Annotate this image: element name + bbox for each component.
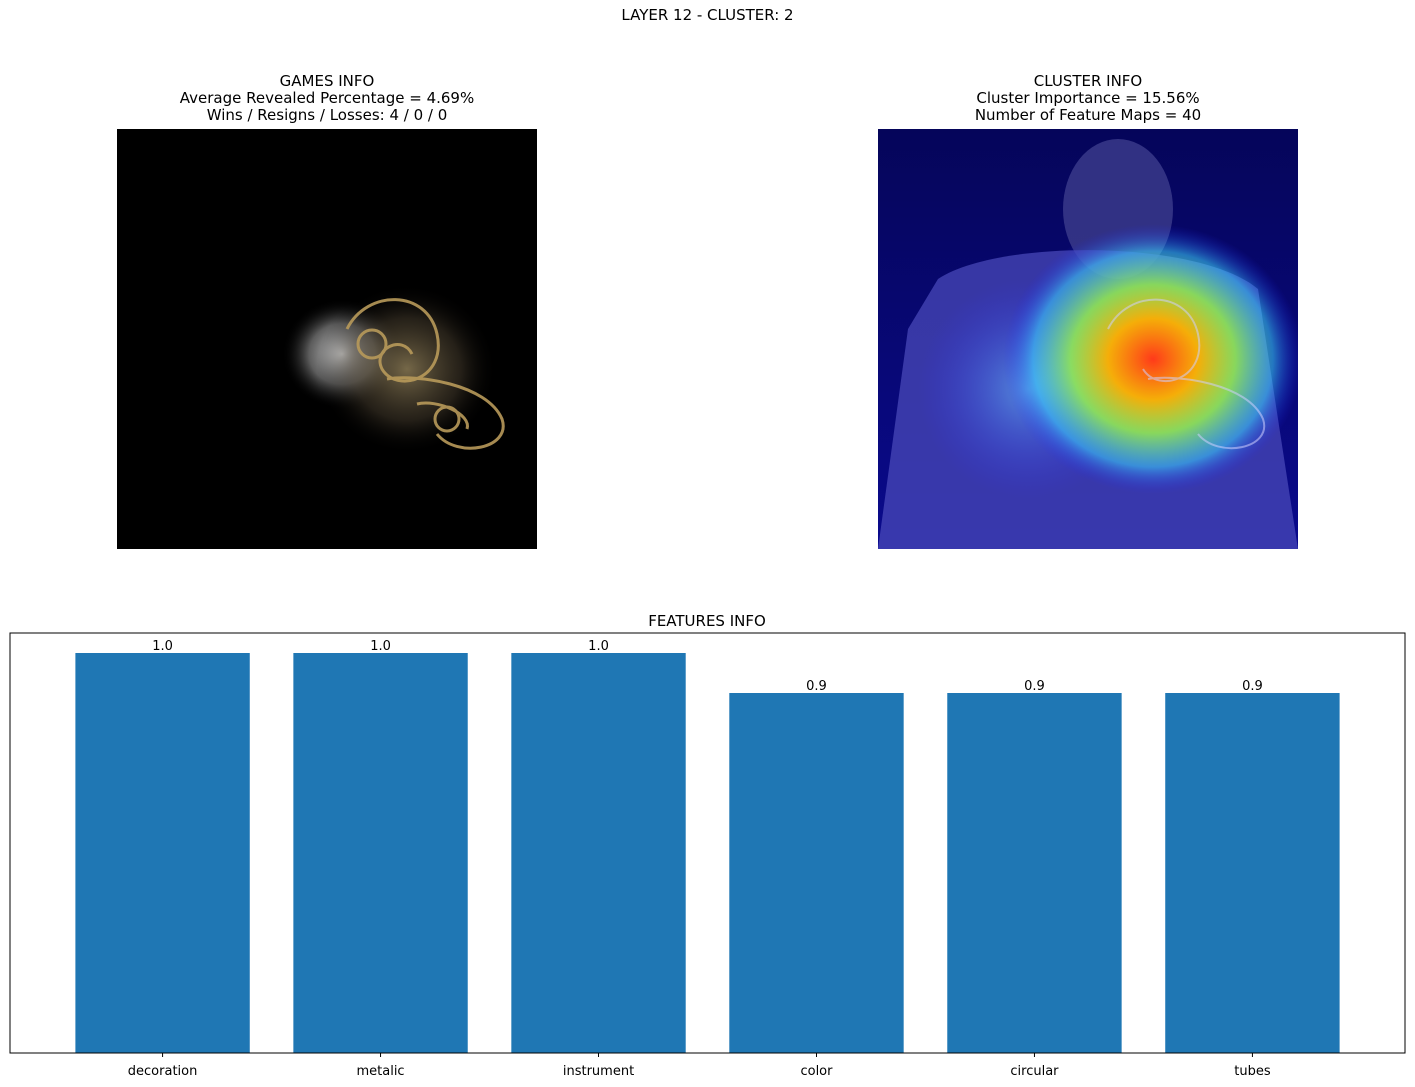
games-info-record: Wins / Resigns / Losses: 4 / 0 / 0 xyxy=(206,106,448,124)
bar-value-label: 1.0 xyxy=(152,639,173,654)
cluster-info-title: CLUSTER INFO xyxy=(1033,72,1143,90)
x-tick-label: decoration xyxy=(128,1064,198,1079)
cluster-info-importance: Cluster Importance = 15.56% xyxy=(976,89,1200,107)
games-info-revealed: Average Revealed Percentage = 4.69% xyxy=(179,89,475,107)
heatmap-overlay-icon xyxy=(878,129,1298,549)
bar-tubes xyxy=(1165,693,1340,1053)
x-tick-label: instrument xyxy=(563,1064,634,1079)
bar-decoration xyxy=(75,653,250,1053)
features-bar-chart: FEATURES INFO 1.0 1.0 1.0 0.9 0.9 0.9 decorat… xyxy=(9,612,1406,1079)
games-info-title: GAMES INFO xyxy=(279,72,375,90)
heatmap-image xyxy=(878,129,1298,549)
bar-value-label: 0.9 xyxy=(1024,679,1045,694)
bar-circular xyxy=(947,693,1122,1053)
masked-image xyxy=(117,129,537,549)
x-tick-label: circular xyxy=(1010,1064,1059,1079)
x-tick-label: color xyxy=(800,1064,833,1079)
cluster-info-header: CLUSTER INFO Cluster Importance = 15.56%… xyxy=(878,73,1298,124)
x-tick-label: metalic xyxy=(356,1064,404,1079)
bar-metalic xyxy=(293,653,468,1053)
games-info-header: GAMES INFO Average Revealed Percentage =… xyxy=(117,73,537,124)
bar-value-label: 0.9 xyxy=(1242,679,1263,694)
x-tick-label: tubes xyxy=(1234,1064,1271,1079)
bar-value-label: 0.9 xyxy=(806,679,827,694)
chart-title: FEATURES INFO xyxy=(648,612,766,630)
figure-title: LAYER 12 - CLUSTER: 2 xyxy=(621,6,794,24)
plot-frame xyxy=(9,632,1406,1054)
cluster-info-feature-maps: Number of Feature Maps = 40 xyxy=(974,106,1202,124)
bar-value-label: 1.0 xyxy=(370,639,391,654)
bar-value-label: 1.0 xyxy=(588,639,609,654)
masked-image-icon xyxy=(117,129,537,549)
bar-color xyxy=(729,693,904,1053)
bar-instrument xyxy=(511,653,686,1053)
